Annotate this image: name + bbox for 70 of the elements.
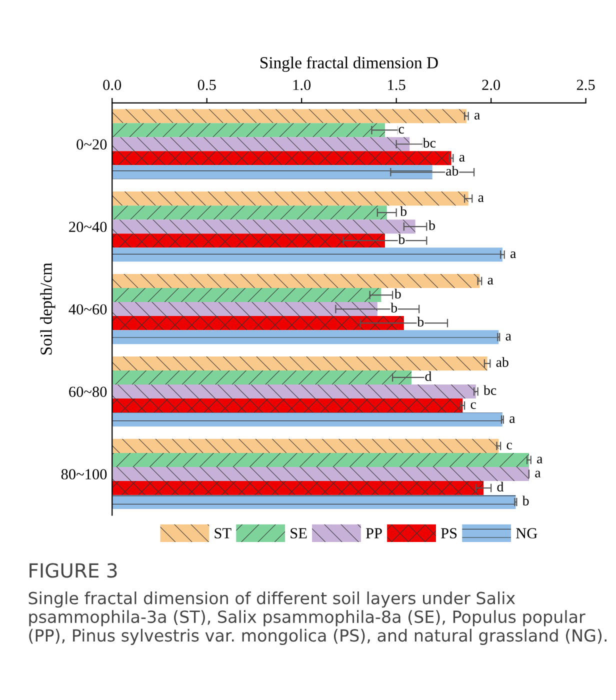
data-label: b (417, 316, 424, 327)
bar (112, 151, 452, 166)
data-label: a (535, 470, 541, 478)
bar (112, 109, 466, 124)
bar (112, 248, 502, 262)
caption: FIGURE 3 (30, 563, 117, 578)
data-label: bc (483, 385, 496, 395)
bar (112, 274, 480, 288)
data-label: c (506, 442, 512, 450)
data-label: b (398, 234, 405, 244)
text: Single fractal dimension of different soil layers under Salix psammophila-3a (ST), Salix psammophila-8a (SE), Populus popular (PP), Pinus sylvestris var. mongolica (PS), and natural grassland (NG). (28, 592, 606, 645)
bar (112, 370, 412, 384)
bar (112, 165, 432, 180)
x-tick-label: 0.0 (103, 80, 122, 90)
bar (112, 384, 476, 399)
y-tick-label: 80~100 (61, 469, 107, 480)
data-label: bc (422, 138, 436, 148)
data-label: a (459, 154, 465, 162)
y-tick-label: 60~80 (69, 386, 107, 397)
data-label: c (398, 126, 404, 134)
data-label: a (474, 112, 480, 120)
bar (112, 480, 484, 495)
data-label: a (478, 195, 484, 202)
x-tick-label: 2.5 (576, 80, 595, 90)
x-tick-label: 1.0 (293, 80, 311, 90)
y-tick-label: 0~20 (76, 139, 107, 150)
bar (112, 466, 529, 481)
x-tick-label: 0.5 (198, 80, 216, 90)
data-label: b (394, 288, 401, 299)
data-label: a (488, 278, 494, 284)
x-axis-title: Single fractal dimension D (260, 56, 438, 72)
bar (112, 123, 385, 138)
data-label: a (506, 334, 512, 341)
bar (112, 137, 410, 152)
bar (112, 356, 488, 370)
x-tick-label: 1.5 (388, 80, 406, 90)
legend-label: ST (214, 528, 232, 538)
data-label: d (497, 482, 504, 492)
bar (112, 438, 499, 453)
y-tick-label: 40~60 (68, 304, 107, 314)
data-label: c (470, 402, 476, 410)
data-label: d (425, 371, 432, 381)
legend-label: NG (516, 528, 538, 538)
data-label: a (510, 416, 516, 424)
y-axis-title: Soil depth/cm (40, 262, 56, 354)
data-label: a (537, 456, 543, 464)
bar (112, 220, 416, 234)
bar (112, 452, 529, 467)
x-tick-label: 2.0 (482, 80, 500, 90)
bar (112, 330, 499, 344)
bar (112, 206, 387, 220)
bar (112, 288, 382, 302)
bar (112, 412, 502, 427)
bar (112, 316, 404, 330)
bar (112, 302, 378, 316)
bar (112, 192, 468, 206)
data-label: ab (496, 357, 508, 367)
data-label: b (522, 496, 529, 506)
data-label: b (390, 302, 398, 313)
data-label: a (510, 251, 516, 258)
legend-label: PS (440, 528, 457, 538)
bar (112, 234, 385, 248)
data-label: ab (446, 166, 458, 176)
bar (112, 494, 516, 510)
y-tick-label: 20~40 (69, 222, 107, 232)
data-label: b (400, 206, 407, 216)
legend-label: SE (290, 528, 307, 538)
legend-label: PP (366, 528, 382, 538)
bar (112, 398, 463, 413)
data-label: b (428, 220, 435, 230)
